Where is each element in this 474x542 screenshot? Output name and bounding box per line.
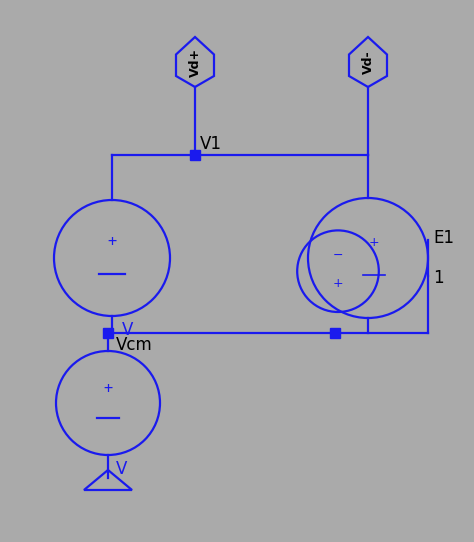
Text: +: +: [333, 277, 343, 290]
Bar: [330, 328, 340, 338]
Text: Vcm: Vcm: [116, 336, 153, 354]
Text: V: V: [116, 460, 128, 478]
Text: +: +: [369, 236, 379, 249]
Text: E1: E1: [433, 229, 454, 247]
Text: +: +: [108, 234, 117, 249]
Text: V1: V1: [200, 135, 222, 153]
Text: V: V: [122, 321, 133, 339]
Text: −: −: [333, 248, 343, 261]
Text: Vd-: Vd-: [362, 50, 374, 74]
Text: Vd+: Vd+: [189, 48, 201, 76]
Text: 1: 1: [433, 269, 444, 287]
Text: +: +: [103, 381, 112, 396]
Bar: [190, 150, 200, 160]
Bar: [103, 328, 113, 338]
